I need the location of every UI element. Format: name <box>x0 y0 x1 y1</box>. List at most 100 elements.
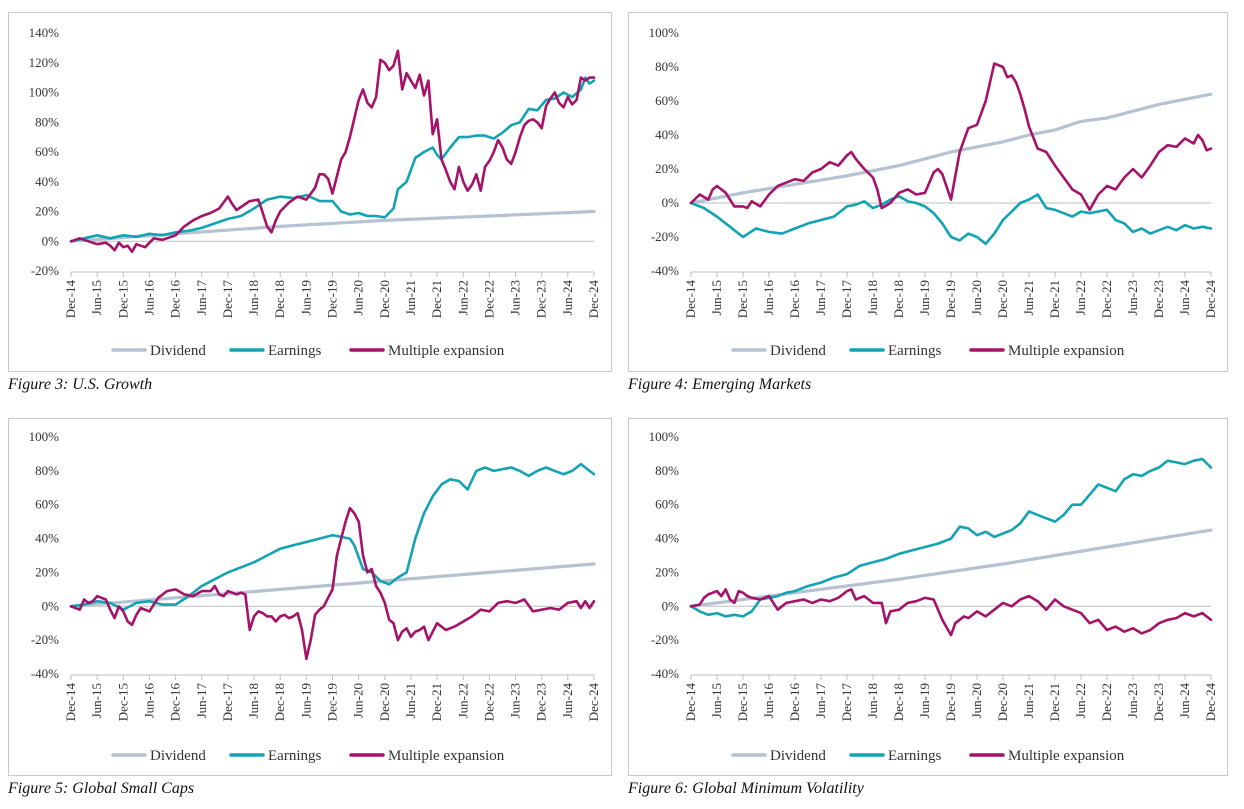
y-tick-label: 60% <box>655 93 679 108</box>
x-tick-label: Jun-21 <box>403 683 418 718</box>
x-tick-label: Jun-19 <box>298 683 313 718</box>
x-tick-label: Jun-22 <box>1073 280 1088 315</box>
y-tick-label: 100% <box>649 429 680 444</box>
y-tick-label: -40% <box>651 666 679 681</box>
x-tick-label: Dec-16 <box>168 683 183 722</box>
y-tick-label: 0% <box>662 598 680 613</box>
y-tick-label: 0% <box>662 195 680 210</box>
y-tick-label: 120% <box>29 55 60 70</box>
x-tick-label: Dec-18 <box>272 280 287 318</box>
y-tick-label: -40% <box>31 666 59 681</box>
x-tick-label: Dec-20 <box>377 683 392 721</box>
x-tick-label: Dec-20 <box>995 280 1010 318</box>
series-line-dividend <box>689 92 1213 205</box>
x-tick-label: Jun-15 <box>89 280 104 315</box>
x-tick-label: Dec-24 <box>586 683 601 722</box>
legend-label-multiple: Multiple expansion <box>1008 343 1125 359</box>
figure-caption: Figure 4: Emerging Markets <box>628 376 812 393</box>
y-tick-label: 40% <box>655 531 679 546</box>
x-tick-label: Dec-15 <box>115 683 130 721</box>
chart-svg: -20% 0% 20% 40% 60% 80% 100% 120% 140% Dec-14 Jun-… <box>29 25 601 359</box>
y-tick-label: 40% <box>35 531 59 546</box>
x-tick-label: Dec-18 <box>272 683 287 721</box>
x-tick-label: Dec-21 <box>429 280 444 318</box>
x-tick-label: Jun-23 <box>1125 280 1140 315</box>
x-tick-label: Jun-20 <box>351 280 366 315</box>
chart-frame: -40% -20% 0% 20% 40% 60% 80% 100% Dec-14 Jun-15 De… <box>628 418 1228 776</box>
legend-label-dividend: Dividend <box>770 343 826 359</box>
x-tick-label: Dec-22 <box>481 683 496 721</box>
legend-label-earnings: Earnings <box>268 748 321 764</box>
x-tick-label: Dec-17 <box>839 683 854 722</box>
x-tick-label: Dec-21 <box>429 683 444 721</box>
y-tick-label: -40% <box>651 263 679 278</box>
y-tick-label: 80% <box>655 59 679 74</box>
x-tick-label: Dec-19 <box>325 280 340 318</box>
x-tick-label: Jun-16 <box>141 683 156 719</box>
legend-label-multiple: Multiple expansion <box>388 748 505 764</box>
x-tick-label: Jun-18 <box>865 280 880 315</box>
x-tick-label: Jun-24 <box>1177 280 1192 316</box>
chart-svg: -40% -20% 0% 20% 40% 60% 80% 100% Dec-14 Jun-15 De… <box>649 429 1218 764</box>
x-tick-label: Jun-16 <box>761 280 776 316</box>
y-tick-label: 0% <box>42 598 60 613</box>
series-line-multiple <box>689 62 1213 212</box>
y-tick-label: 20% <box>35 204 59 219</box>
x-tick-label: Dec-17 <box>220 683 235 722</box>
figure-caption: Figure 5: Global Small Caps <box>8 780 195 797</box>
legend-label-multiple: Multiple expansion <box>1008 748 1125 764</box>
series-line-earnings <box>689 193 1213 246</box>
x-tick-label: Jun-22 <box>1073 683 1088 718</box>
x-tick-label: Dec-24 <box>586 280 601 319</box>
x-tick-label: Dec-21 <box>1047 280 1062 318</box>
y-tick-label: -20% <box>651 632 679 647</box>
x-tick-label: Jun-18 <box>246 683 261 718</box>
x-tick-label: Dec-15 <box>115 280 130 318</box>
series-line-multiple <box>689 588 1213 637</box>
y-tick-label: 140% <box>29 25 60 40</box>
x-tick-label: Jun-22 <box>455 280 470 315</box>
x-tick-label: Dec-14 <box>683 683 698 722</box>
x-tick-label: Jun-17 <box>194 280 209 316</box>
x-tick-label: Dec-23 <box>1151 280 1166 318</box>
series-line-dividend <box>69 209 596 243</box>
y-tick-label: 0% <box>42 233 60 248</box>
y-tick-label: 80% <box>35 114 59 129</box>
x-tick-label: Jun-19 <box>298 280 313 315</box>
chart-svg: -40% -20% 0% 20% 40% 60% 80% 100% Dec-14 Jun-15 De… <box>29 429 601 764</box>
x-tick-label: Jun-21 <box>1021 280 1036 315</box>
y-tick-label: -20% <box>31 263 59 278</box>
x-tick-label: Jun-21 <box>403 280 418 315</box>
legend-label-multiple: Multiple expansion <box>388 343 505 359</box>
x-tick-label: Dec-23 <box>534 280 549 318</box>
figure-caption: Figure 3: U.S. Growth <box>8 376 153 393</box>
x-tick-label: Jun-15 <box>89 683 104 718</box>
x-tick-label: Dec-15 <box>735 683 750 721</box>
chart-frame: -40% -20% 0% 20% 40% 60% 80% 100% Dec-14 Jun-15 De… <box>628 12 1228 372</box>
x-tick-label: Dec-17 <box>839 280 854 319</box>
x-tick-label: Jun-20 <box>969 683 984 718</box>
x-tick-label: Dec-17 <box>220 280 235 319</box>
x-tick-label: Dec-19 <box>943 280 958 318</box>
x-tick-label: Jun-17 <box>813 683 828 719</box>
x-tick-label: Jun-23 <box>508 683 523 718</box>
x-tick-label: Jun-19 <box>917 280 932 315</box>
x-tick-label: Jun-24 <box>560 280 575 316</box>
x-tick-label: Dec-21 <box>1047 683 1062 721</box>
x-tick-label: Dec-22 <box>481 280 496 318</box>
x-tick-label: Jun-15 <box>709 683 724 718</box>
series-line-earnings <box>69 76 596 243</box>
x-tick-label: Jun-19 <box>917 683 932 718</box>
legend-label-earnings: Earnings <box>888 343 941 359</box>
x-tick-label: Dec-16 <box>787 280 802 319</box>
x-tick-label: Dec-20 <box>995 683 1010 721</box>
x-tick-label: Dec-24 <box>1203 280 1218 319</box>
y-tick-label: 40% <box>655 127 679 142</box>
y-tick-label: 60% <box>655 497 679 512</box>
x-tick-label: Dec-14 <box>63 280 78 319</box>
x-tick-label: Jun-20 <box>351 683 366 718</box>
x-tick-label: Dec-18 <box>891 280 906 318</box>
y-tick-label: 100% <box>649 25 680 40</box>
x-tick-label: Dec-19 <box>325 683 340 721</box>
x-tick-label: Jun-16 <box>141 280 156 316</box>
